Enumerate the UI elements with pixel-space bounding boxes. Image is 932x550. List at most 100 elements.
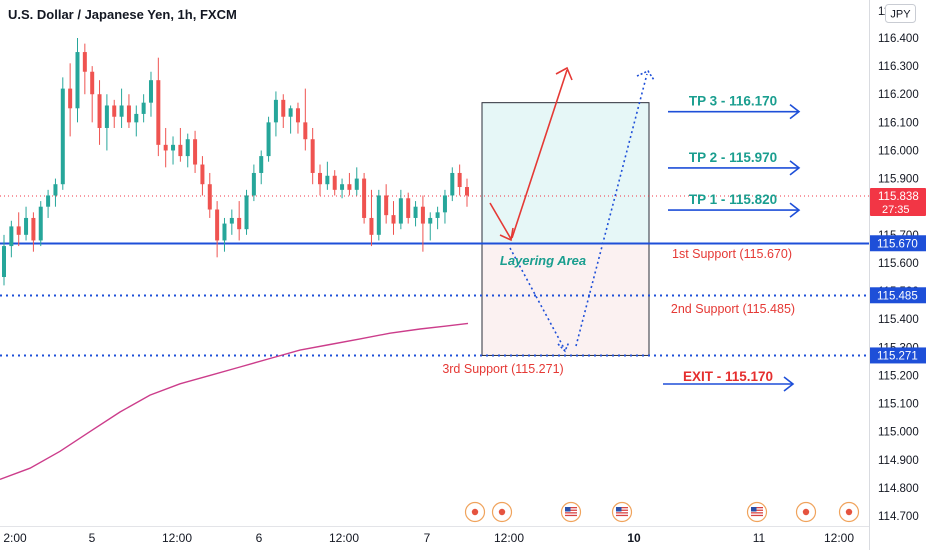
candle: [457, 164, 462, 196]
candle: [148, 71, 153, 117]
price-tick-label: 115.400: [878, 314, 919, 326]
us-flag-icon[interactable]: [560, 501, 582, 523]
candle: [97, 80, 102, 145]
candle: [251, 164, 256, 202]
candle: [163, 127, 168, 168]
candle-body: [259, 156, 264, 173]
candle: [104, 94, 109, 151]
candle-body: [442, 195, 447, 213]
red-arrow-up: [511, 69, 568, 239]
price-tick-label: 116.100: [878, 117, 919, 129]
red-arrow-down: [489, 202, 512, 240]
candle-body: [46, 195, 51, 207]
candle: [310, 127, 315, 185]
price-tick-label: 115.900: [878, 174, 919, 186]
level-price-tag: 115.271: [870, 347, 926, 364]
candle: [413, 201, 418, 227]
ma-line: [0, 322, 469, 481]
candle-body: [318, 172, 323, 185]
flag-stripe: [751, 507, 763, 509]
last-price-tag-bg: [870, 188, 926, 217]
candle-body: [141, 102, 146, 114]
layering-area-lower: [482, 243, 649, 356]
target-arrowhead: [789, 160, 801, 176]
candle-body: [134, 113, 139, 123]
time-tick-label: 2:00: [3, 531, 27, 545]
blue-arrowhead-up: [636, 69, 655, 81]
candle: [288, 105, 293, 134]
blue-dotted-up: [575, 73, 648, 347]
currency-button[interactable]: JPY: [885, 4, 916, 23]
candle: [318, 164, 323, 196]
candle-body: [97, 94, 102, 128]
candle: [398, 189, 403, 230]
annotations: Layering Area 1st Support (115.670) 2nd Su…: [442, 247, 795, 376]
price-tick-label: 115.600: [878, 258, 919, 270]
candle-body: [229, 217, 234, 224]
event-dot-icon[interactable]: [491, 501, 513, 523]
flag-field: [751, 507, 763, 517]
candle-body: [16, 226, 21, 235]
last-price-value: 115.838: [878, 191, 919, 203]
flag-stripe: [616, 507, 628, 509]
time-tick-label: 6: [256, 531, 263, 545]
candle-body: [82, 52, 87, 72]
candle: [244, 189, 249, 235]
flag-stripe: [565, 509, 577, 511]
event-dot-icon[interactable]: [838, 501, 860, 523]
flag-field: [616, 507, 628, 517]
candle-body: [193, 139, 198, 165]
candle-body: [310, 139, 315, 173]
candle: [332, 170, 337, 196]
candle-body: [435, 212, 440, 218]
target-arrowhead: [789, 104, 801, 120]
level-price-tag-text: 115.271: [877, 350, 918, 362]
candle-body: [119, 105, 124, 117]
candle: [391, 201, 396, 235]
candle-body: [68, 88, 73, 109]
flag-stripe: [565, 514, 577, 517]
candle: [362, 172, 367, 224]
us-flag-icon[interactable]: [611, 501, 633, 523]
candle-body: [325, 175, 330, 185]
us-flag-icon[interactable]: [746, 501, 768, 523]
candle-body: [332, 175, 337, 190]
time-tick-label: 11: [753, 531, 766, 545]
candle-body: [237, 217, 242, 230]
projection-arrows: [489, 66, 655, 353]
flag-stripe: [616, 514, 628, 517]
time-axis[interactable]: 2:00 5 12:00 6 12:00 7 12:00 10 11 12:00: [3, 531, 854, 545]
price-axis[interactable]: 116.400 116.300 116.200 116.100 116.000 115.9…: [870, 6, 926, 523]
candle-body: [450, 172, 455, 196]
candle-body: [281, 99, 286, 117]
price-tick-label: 116.000: [878, 145, 919, 157]
support-label: 2nd Support (115.485): [671, 302, 795, 316]
flag-stripe: [565, 512, 577, 514]
candle: [9, 220, 14, 258]
exit-arrowhead: [783, 376, 795, 392]
candle-body: [369, 217, 374, 235]
event-dot-icon[interactable]: [795, 501, 817, 523]
candle-body: [90, 71, 95, 95]
candle: [31, 212, 36, 252]
candle-body: [222, 223, 227, 241]
candle: [46, 189, 51, 218]
candle-body: [420, 206, 425, 224]
blue-arrowhead-down: [557, 341, 570, 353]
candle-body: [104, 105, 109, 128]
candle-body: [391, 215, 396, 224]
candle-body: [148, 80, 153, 103]
candle: [420, 195, 425, 252]
candle-body: [60, 88, 65, 185]
candle-body: [126, 105, 131, 123]
level-price-tag-text: 115.670: [877, 238, 918, 250]
candle-body: [171, 144, 176, 151]
flag-canton: [565, 507, 571, 512]
event-dot: [802, 508, 810, 516]
candle: [16, 212, 21, 247]
price-tick-label: 115.200: [878, 370, 919, 382]
candle: [266, 116, 271, 162]
event-dot-icon[interactable]: [464, 501, 486, 523]
